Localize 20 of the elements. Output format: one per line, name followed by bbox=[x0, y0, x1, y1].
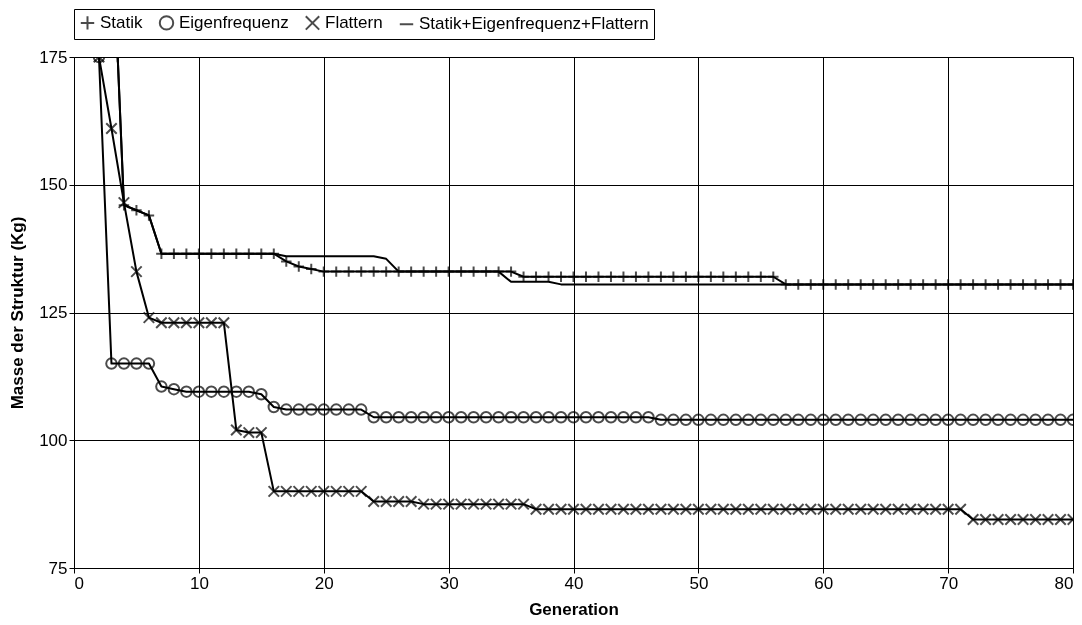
x-tick-label: 20 bbox=[314, 573, 334, 593]
legend-label: Statik bbox=[100, 12, 144, 32]
y-tick-label: 100 bbox=[39, 430, 68, 450]
x-tick-label: 80 bbox=[1054, 573, 1074, 593]
x-tick-label: 30 bbox=[439, 573, 459, 593]
y-tick-label: 125 bbox=[39, 303, 68, 322]
x-tick-label: 70 bbox=[939, 573, 959, 593]
x-tick-label: 50 bbox=[689, 573, 709, 593]
x-tick-label: 0 bbox=[74, 573, 84, 593]
x-tick-label: 40 bbox=[564, 573, 584, 593]
y-axis-title: Masse der Struktur (Kg) bbox=[8, 216, 28, 410]
legend-label: Flattern bbox=[325, 12, 383, 32]
x-axis-title: Generation bbox=[529, 599, 619, 619]
x-tick-label: 10 bbox=[189, 573, 209, 593]
y-tick-label: 150 bbox=[39, 175, 68, 195]
legend-label: Eigenfrequenz bbox=[179, 12, 289, 32]
y-tick-label: 75 bbox=[48, 558, 68, 578]
y-tick-label: 175 bbox=[39, 47, 68, 67]
legend-label: Statik+Eigenfrequenz+Flattern bbox=[419, 14, 649, 34]
x-tick-label: 60 bbox=[814, 573, 834, 593]
